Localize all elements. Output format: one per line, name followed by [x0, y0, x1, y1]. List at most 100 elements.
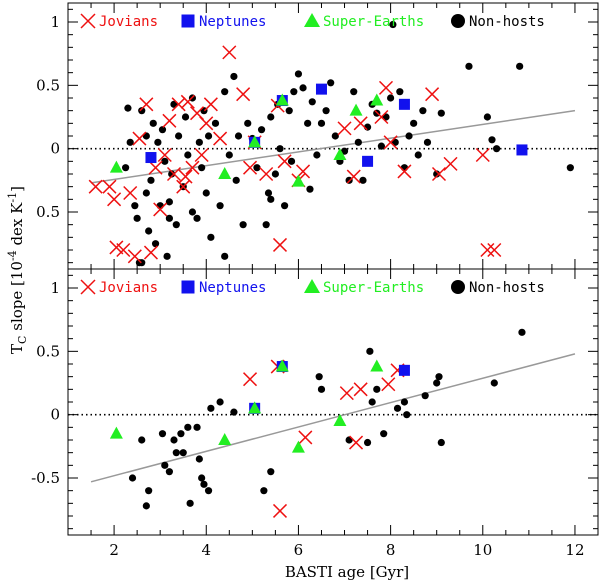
point-non-host [165, 214, 173, 222]
point-non-host [287, 157, 296, 165]
point-non-host [304, 119, 312, 127]
point-jovian [353, 382, 368, 397]
legend-label: Jovians [99, 14, 158, 30]
point-non-host [207, 404, 215, 412]
legend-label: Jovians [99, 280, 158, 296]
legend-jovians-icon [80, 13, 96, 29]
point-non-host [389, 20, 397, 29]
point-jovian [397, 164, 412, 179]
y-tick-label: 1 [50, 279, 60, 297]
legend-super-earths-icon [304, 279, 320, 293]
legend-label: Neptunes [199, 14, 266, 30]
point-super-earth [370, 93, 384, 106]
point-non-host [377, 142, 385, 150]
point-non-host [198, 474, 206, 482]
point-neptune [516, 144, 528, 156]
point-jovian [243, 372, 258, 387]
point-non-host [154, 138, 162, 146]
point-jovian [123, 185, 138, 201]
point-non-host [204, 132, 213, 140]
point-non-host [133, 214, 141, 222]
point-non-host [193, 214, 201, 222]
point-non-host [257, 126, 266, 134]
point-jovian [139, 97, 154, 112]
point-jovian [185, 160, 200, 175]
legend-label: Non-hosts [469, 280, 545, 296]
point-non-host [331, 132, 339, 140]
point-jovian [127, 249, 142, 264]
point-jovian [487, 242, 502, 258]
point-jovian [425, 87, 440, 102]
point-non-host [179, 449, 187, 457]
point-non-host [138, 436, 146, 444]
point-non-host [211, 119, 220, 127]
point-non-host [419, 107, 427, 115]
point-non-host [285, 107, 293, 115]
point-non-host [131, 202, 139, 210]
point-non-host [488, 136, 496, 144]
point-super-earth [109, 160, 123, 173]
point-non-host [306, 185, 314, 193]
point-non-host [340, 147, 349, 155]
point-non-host [230, 72, 238, 81]
point-non-host [232, 176, 240, 184]
point-non-host [221, 88, 229, 96]
point-non-host [172, 221, 180, 229]
point-non-host [138, 107, 146, 115]
legend-non-hosts-icon [451, 280, 465, 294]
point-non-host [184, 151, 192, 159]
point-jovian [243, 160, 258, 175]
x-tick-label: 12 [565, 541, 584, 559]
point-non-host [225, 151, 233, 159]
legend-neptunes-icon [181, 280, 195, 294]
point-jovian [153, 202, 168, 217]
x-tick-label: 4 [201, 541, 211, 559]
point-jovian [381, 377, 396, 392]
point-non-host [264, 189, 273, 197]
point-super-earth [370, 359, 384, 372]
point-jovian [88, 179, 103, 194]
point-non-host [516, 62, 524, 70]
point-non-host [234, 132, 243, 140]
y-tick-label: -0.5 [31, 469, 60, 487]
point-neptune [145, 152, 157, 164]
point-jovian [162, 113, 177, 128]
point-non-host [317, 119, 326, 127]
point-non-host [299, 84, 307, 92]
point-non-host [313, 151, 321, 159]
legend-label: Non-hosts [469, 14, 545, 30]
point-neptune [315, 83, 327, 95]
point-jovian [166, 166, 182, 182]
point-non-host [165, 468, 173, 476]
point-non-host [393, 404, 402, 412]
legend-super-earths-icon [304, 13, 320, 27]
point-super-earth [333, 148, 347, 160]
point-jovian [176, 179, 191, 194]
point-non-host [181, 113, 190, 121]
point-non-host [363, 438, 372, 447]
point-non-host [124, 104, 132, 112]
point-super-earth [248, 401, 262, 414]
point-non-host [423, 138, 432, 146]
point-non-host [271, 170, 279, 178]
point-non-host [354, 138, 362, 146]
point-jovian [383, 135, 398, 150]
point-jovian [116, 242, 131, 258]
point-jovian [272, 503, 288, 518]
x-axis-title: BASTI age [Gyr] [285, 563, 409, 581]
legend-neptunes-icon [181, 14, 195, 28]
point-non-host [322, 107, 330, 115]
point-non-host [221, 252, 229, 260]
point-non-host [433, 379, 441, 387]
point-non-host [396, 88, 404, 96]
plot-frame [67, 268, 599, 536]
point-non-host [122, 164, 130, 172]
point-non-host [172, 449, 180, 457]
point-jovian [107, 192, 122, 207]
point-non-host [239, 221, 247, 229]
point-non-host [216, 202, 224, 210]
point-non-host [204, 487, 213, 495]
point-non-host [518, 328, 526, 336]
point-jovian [443, 156, 458, 171]
